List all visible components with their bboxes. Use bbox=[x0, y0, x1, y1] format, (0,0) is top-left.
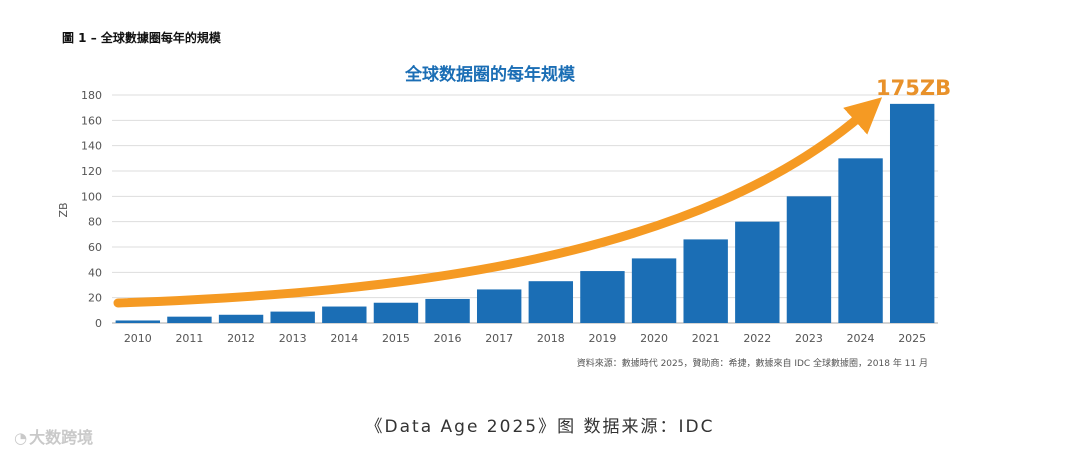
bar-2025 bbox=[889, 103, 935, 323]
watermark-text: 大数跨境 bbox=[29, 428, 94, 447]
x-tick-label: 2015 bbox=[382, 332, 410, 345]
bar-2019 bbox=[580, 271, 625, 323]
y-tick-label: 140 bbox=[81, 140, 102, 153]
bar-2011 bbox=[167, 316, 212, 323]
x-tick-label: 2025 bbox=[898, 332, 926, 345]
bar-2017 bbox=[476, 289, 522, 323]
bar-2013 bbox=[270, 311, 315, 323]
y-tick-label: 80 bbox=[88, 216, 102, 229]
peak-annotation: 175ZB bbox=[876, 76, 951, 100]
bar-2020 bbox=[631, 258, 677, 323]
y-tick-label: 100 bbox=[81, 190, 102, 203]
x-tick-label: 2011 bbox=[175, 332, 203, 345]
x-tick-label: 2016 bbox=[434, 332, 462, 345]
bar-2021 bbox=[683, 239, 728, 323]
y-axis-label: ZB bbox=[57, 202, 70, 217]
growth-arrow bbox=[113, 97, 883, 308]
y-tick-label: 160 bbox=[81, 114, 102, 127]
bar-2024 bbox=[838, 158, 883, 323]
x-tick-label: 2021 bbox=[692, 332, 720, 345]
x-tick-label: 2013 bbox=[279, 332, 307, 345]
bar-2023 bbox=[786, 196, 832, 323]
bar-2014 bbox=[322, 306, 367, 323]
x-tick-label: 2019 bbox=[588, 332, 616, 345]
bar-2018 bbox=[528, 281, 574, 323]
y-tick-label: 0 bbox=[95, 317, 102, 330]
x-tick-label: 2018 bbox=[537, 332, 565, 345]
bar-2016 bbox=[425, 298, 470, 323]
y-tick-label: 40 bbox=[88, 266, 102, 279]
watermark: ◔ 大数跨境 bbox=[14, 424, 93, 448]
caption: 《Data Age 2025》图 数据来源：IDC bbox=[365, 417, 715, 437]
x-tick-label: 2014 bbox=[330, 332, 358, 345]
chart-title: 全球数据圈的每年规模 bbox=[404, 64, 576, 85]
x-tick-label: 2024 bbox=[847, 332, 875, 345]
y-tick-label: 20 bbox=[88, 292, 102, 305]
x-tick-label: 2017 bbox=[485, 332, 513, 345]
x-tick-label: 2023 bbox=[795, 332, 823, 345]
bar-2010 bbox=[115, 320, 161, 323]
x-tick-label: 2020 bbox=[640, 332, 668, 345]
y-tick-label: 180 bbox=[81, 89, 102, 102]
figure-label: 圖 1 – 全球數據圈每年的規模 bbox=[62, 31, 221, 45]
chart: 全球数据圈的每年规模 ZB 0 20 40 60 80 100 120 140 160 180 2… bbox=[57, 64, 951, 369]
bar-2022 bbox=[735, 221, 780, 323]
x-tick-label: 2010 bbox=[124, 332, 152, 345]
logo-icon: ◔ bbox=[14, 429, 28, 447]
x-tick-label: 2012 bbox=[227, 332, 255, 345]
x-tick-label: 2022 bbox=[743, 332, 771, 345]
y-tick-label: 60 bbox=[88, 241, 102, 254]
source-note: 資料來源：數據時代 2025，贊助商：希捷，數據來自 IDC 全球數據圈，201… bbox=[577, 357, 928, 369]
y-tick-label: 120 bbox=[81, 165, 102, 178]
bar-2012 bbox=[218, 314, 264, 323]
bar-2015 bbox=[373, 302, 419, 323]
